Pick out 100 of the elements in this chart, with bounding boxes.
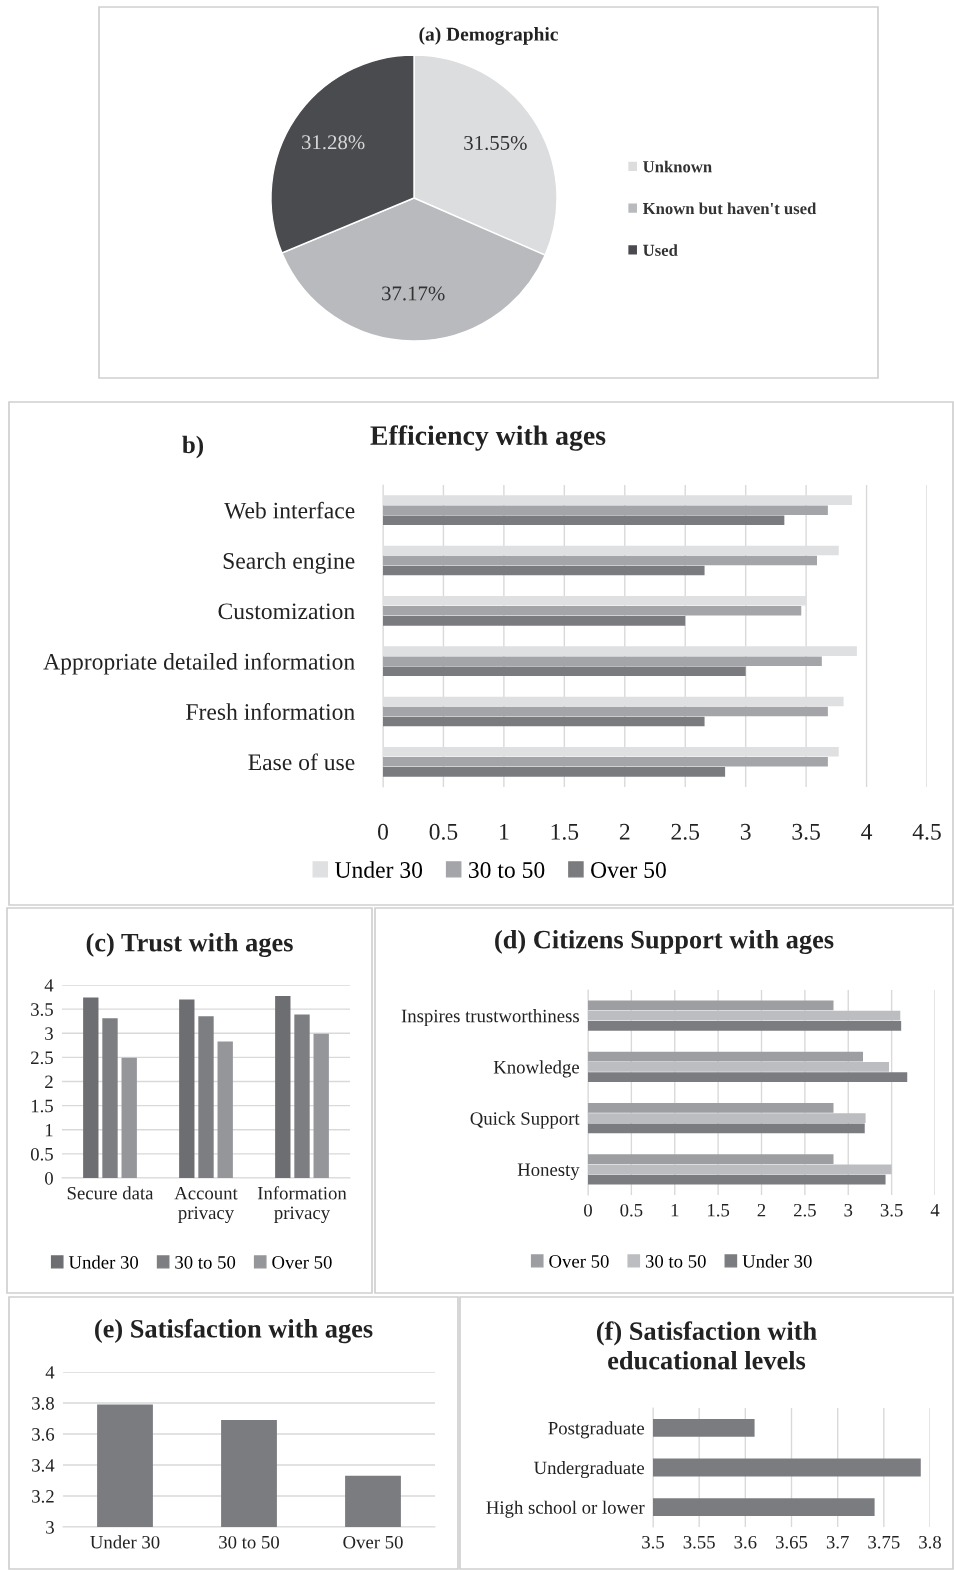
- bar: [383, 767, 726, 777]
- x-tick-label: 0.5: [429, 823, 458, 840]
- bar: [383, 716, 705, 727]
- y-tick-label: 2: [45, 1075, 53, 1089]
- x-tick-label: 3.5: [642, 1535, 664, 1549]
- bar: [383, 565, 705, 576]
- x-tick-label: 1.5: [708, 1203, 730, 1217]
- data-label: 37.17%: [382, 286, 445, 301]
- legend-label: Under 30: [68, 1255, 139, 1269]
- bar: [198, 1016, 214, 1178]
- x-tick-label: 1: [671, 1203, 679, 1217]
- bar: [383, 606, 802, 616]
- x-tick-label: 2.5: [793, 1203, 816, 1217]
- x-tick-label: Over 50: [343, 1535, 403, 1549]
- bar: [383, 555, 817, 566]
- y-tick-label: Appropriate detailed information: [43, 652, 355, 675]
- y-tick-label: Search engine: [223, 552, 355, 574]
- x-tick-label: 30 to 50: [219, 1535, 280, 1549]
- x-tick-label: 2.5: [671, 823, 700, 840]
- text: b): [182, 435, 204, 459]
- y-tick-label: 3.4: [32, 1459, 55, 1472]
- bar: [588, 1072, 908, 1082]
- bar: [313, 1033, 329, 1178]
- bar: [121, 1057, 137, 1178]
- legend-label: 30 to 50: [468, 861, 545, 878]
- y-tick-label: 3: [46, 1521, 54, 1534]
- legend-label: Over 50: [549, 1255, 609, 1268]
- y-tick-label: 3.8: [32, 1397, 54, 1410]
- legend-label: Unknown: [643, 160, 712, 173]
- y-tick-label: Knowledge: [493, 1060, 580, 1078]
- data-label: 31.55%: [464, 135, 527, 151]
- bar: [294, 1014, 310, 1178]
- y-tick-label: Inspires trustworthiness: [401, 1009, 579, 1027]
- bar: [83, 997, 99, 1178]
- chart-title: Efficiency with ages: [370, 425, 606, 451]
- y-tick-label: Fresh information: [186, 703, 355, 720]
- x-tick-label: 0: [378, 823, 388, 840]
- bar: [588, 1000, 834, 1011]
- x-tick-label: Account privacy: [174, 1186, 238, 1223]
- bar: [383, 656, 822, 666]
- bar: [383, 757, 828, 767]
- y-tick-label: Undergraduate: [533, 1460, 645, 1479]
- x-tick-label: 3.6: [734, 1535, 757, 1549]
- chart-title: (a) Demographic: [419, 27, 558, 45]
- bar: [383, 505, 828, 515]
- bar: [383, 666, 746, 677]
- legend-label: Known but haven't used: [642, 202, 817, 215]
- bar: [588, 1154, 834, 1164]
- x-tick-label: Secure data: [67, 1186, 154, 1200]
- y-tick-label: Honesty: [517, 1163, 580, 1180]
- y-tick-label: 4: [44, 979, 54, 992]
- bar: [383, 706, 828, 717]
- bar: [588, 1062, 890, 1072]
- legend-label: Over 50: [591, 861, 666, 878]
- y-tick-label: 0: [45, 1172, 53, 1185]
- y-tick-label: 1: [45, 1123, 53, 1137]
- chart-title: (f) Satisfaction with educational levels: [596, 1321, 817, 1370]
- y-tick-label: 3: [45, 1027, 53, 1040]
- x-tick-label: 0: [584, 1203, 592, 1217]
- y-tick-label: 3.5: [31, 1003, 53, 1016]
- x-tick-label: 4: [930, 1204, 940, 1217]
- y-tick-label: 4: [45, 1366, 55, 1379]
- y-tick-label: Quick Support: [470, 1111, 580, 1129]
- legend-label: Over 50: [272, 1256, 332, 1269]
- x-tick-label: 1: [500, 823, 509, 840]
- chart-title: (e) Satisfaction with ages: [95, 1318, 373, 1344]
- chart-title: (d) Citizens Support with ages: [495, 929, 834, 955]
- x-tick-label: 3: [844, 1203, 853, 1217]
- legend-label: Under 30: [742, 1254, 812, 1268]
- legend-label: Under 30: [334, 861, 423, 878]
- bar: [588, 1051, 863, 1062]
- y-tick-label: Web interface: [224, 501, 355, 519]
- y-tick-label: 2.5: [31, 1051, 53, 1065]
- x-tick-label: 3.75: [868, 1535, 900, 1549]
- x-tick-label: 3.55: [683, 1535, 715, 1549]
- bar: [217, 1041, 233, 1178]
- y-tick-label: High school or lower: [486, 1500, 645, 1518]
- bar: [588, 1010, 901, 1021]
- bar: [179, 999, 195, 1178]
- bar: [588, 1164, 892, 1175]
- x-tick-label: Under 30: [90, 1535, 160, 1549]
- legend-label: Used: [643, 244, 678, 256]
- x-tick-label: 3.7: [826, 1535, 849, 1549]
- y-tick-label: 1.5: [31, 1099, 53, 1113]
- y-tick-label: Postgraduate: [548, 1421, 645, 1439]
- x-tick-label: 4: [861, 823, 873, 840]
- x-tick-label: 3.5: [792, 823, 820, 840]
- x-tick-label: 2: [757, 1203, 766, 1217]
- bar: [102, 1018, 118, 1178]
- chart-title: (c) Trust with ages: [86, 932, 293, 958]
- x-tick-label: 3.65: [775, 1535, 808, 1549]
- legend-label: 30 to 50: [645, 1255, 706, 1268]
- x-tick-label: Information privacy: [257, 1186, 347, 1223]
- x-tick-label: 3.8: [919, 1535, 941, 1549]
- y-tick-label: 3.6: [32, 1428, 55, 1441]
- y-tick-label: Ease of use: [248, 753, 355, 771]
- bar: [588, 1021, 902, 1031]
- x-tick-label: 3: [740, 823, 751, 840]
- bar: [588, 1113, 866, 1123]
- x-tick-label: 2: [619, 823, 630, 840]
